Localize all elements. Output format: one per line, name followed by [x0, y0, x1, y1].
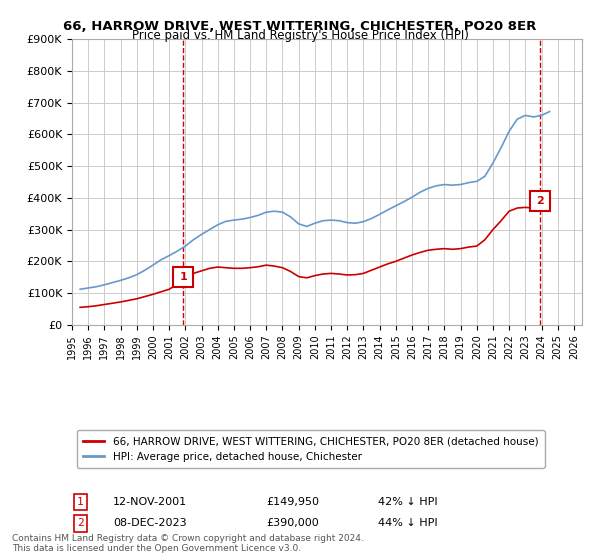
Text: Contains HM Land Registry data © Crown copyright and database right 2024.
This d: Contains HM Land Registry data © Crown c… — [12, 534, 364, 553]
Text: 12-NOV-2001: 12-NOV-2001 — [113, 497, 187, 507]
Text: £149,950: £149,950 — [266, 497, 319, 507]
Text: 08-DEC-2023: 08-DEC-2023 — [113, 519, 187, 528]
Text: £390,000: £390,000 — [266, 519, 319, 528]
Text: 2: 2 — [536, 196, 544, 206]
Text: 44% ↓ HPI: 44% ↓ HPI — [378, 519, 437, 528]
Text: 1: 1 — [77, 497, 84, 507]
Legend: 66, HARROW DRIVE, WEST WITTERING, CHICHESTER, PO20 8ER (detached house), HPI: Av: 66, HARROW DRIVE, WEST WITTERING, CHICHE… — [77, 431, 545, 468]
Text: 66, HARROW DRIVE, WEST WITTERING, CHICHESTER, PO20 8ER: 66, HARROW DRIVE, WEST WITTERING, CHICHE… — [64, 20, 536, 32]
Text: 2: 2 — [77, 519, 84, 528]
Text: Price paid vs. HM Land Registry's House Price Index (HPI): Price paid vs. HM Land Registry's House … — [131, 29, 469, 42]
Text: 1: 1 — [179, 272, 187, 282]
Text: 42% ↓ HPI: 42% ↓ HPI — [378, 497, 437, 507]
